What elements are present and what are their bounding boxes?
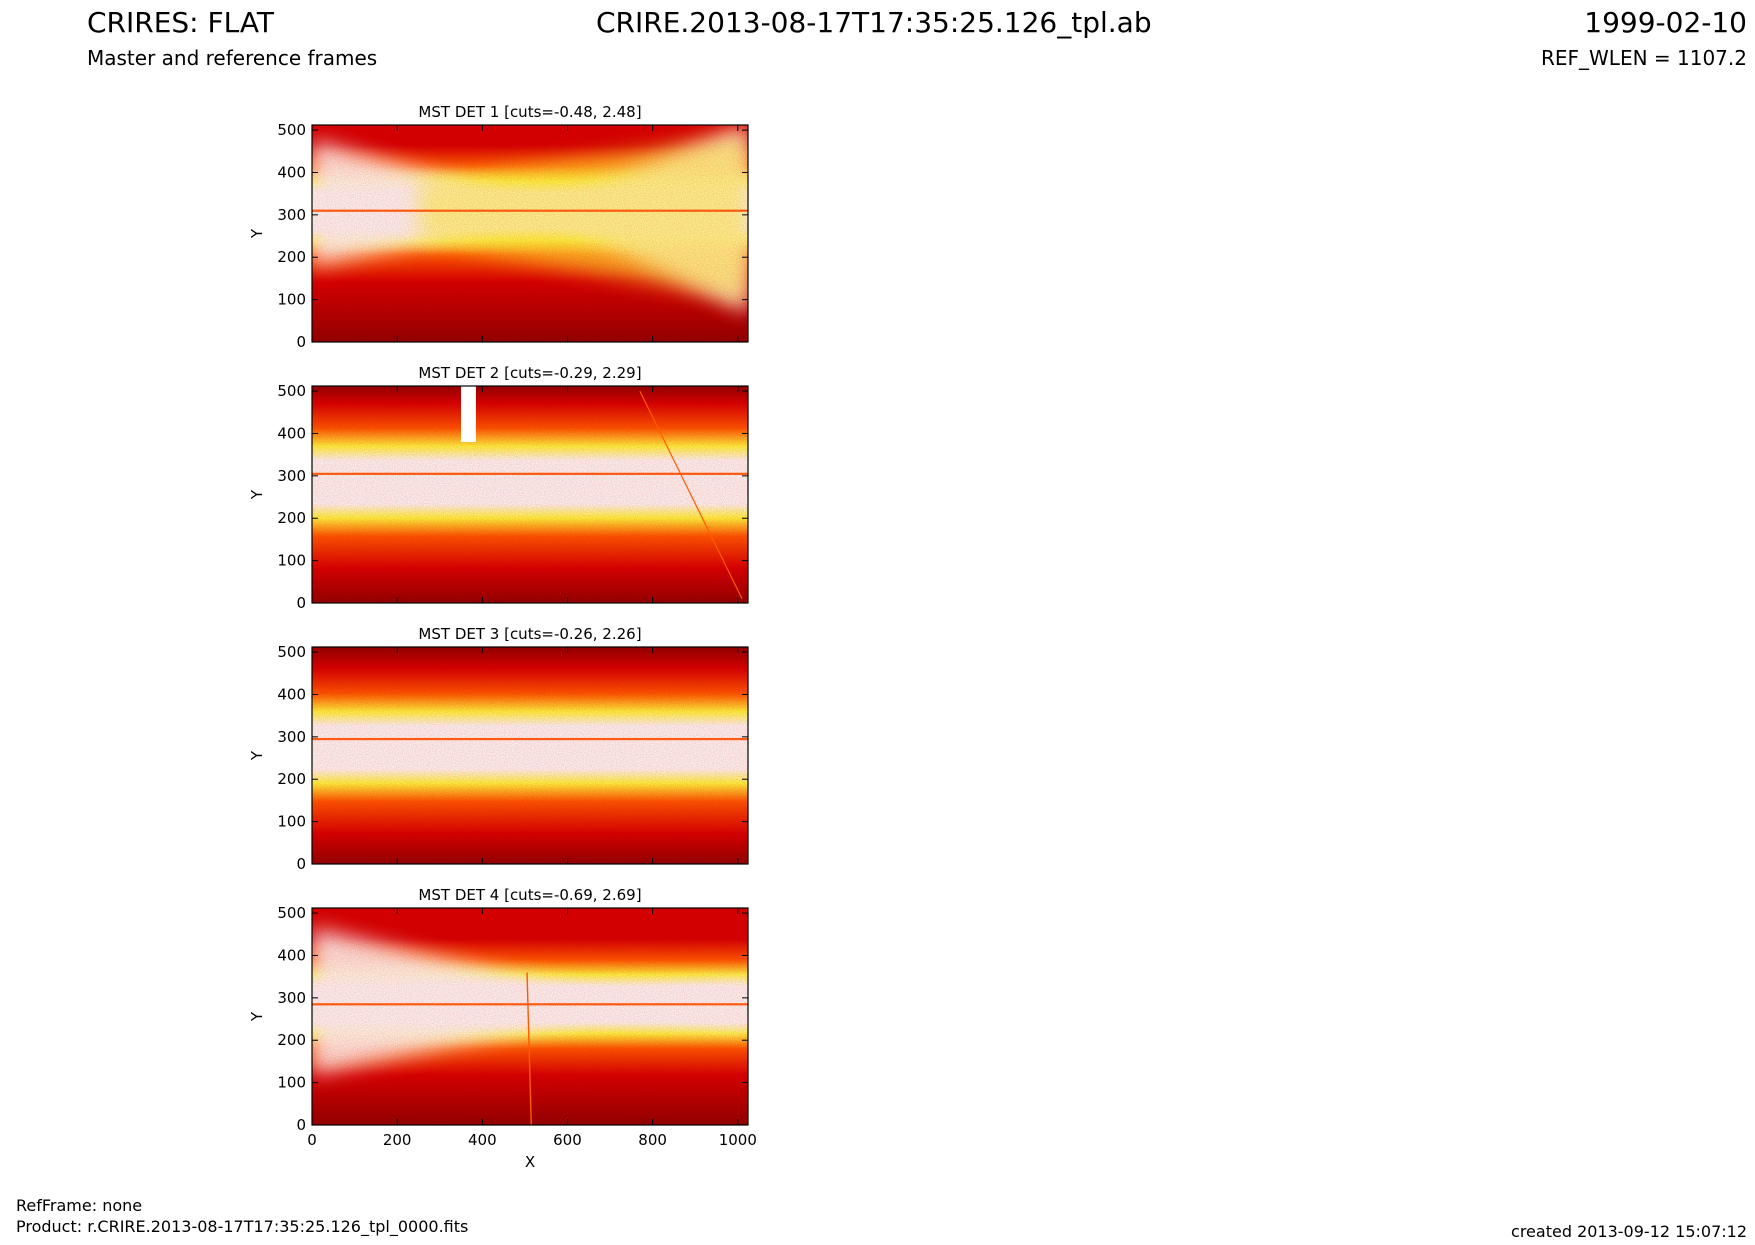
y-tick-label: 300 <box>277 989 306 1007</box>
y-tick-label: 300 <box>277 467 306 485</box>
y-axis-label: Y <box>248 228 266 239</box>
y-tick-label: 300 <box>277 206 306 224</box>
vertical-artifact <box>526 972 532 1125</box>
y-tick-label: 400 <box>277 946 306 964</box>
plot-frame <box>311 907 749 1126</box>
bad-row-streak <box>312 737 748 741</box>
y-tick-label: 0 <box>296 594 306 612</box>
panel-title-3: MST DET 3 [cuts=-0.26, 2.26] <box>418 625 641 643</box>
template-name: CRIRE.2013-08-17T17:35:25.126_tpl.ab <box>596 6 1152 39</box>
y-tick-label: 100 <box>277 291 306 309</box>
panel-title-2: MST DET 2 [cuts=-0.29, 2.29] <box>418 364 641 382</box>
x-tick-label: 0 <box>307 1131 317 1149</box>
refframe-label: RefFrame: none <box>16 1196 143 1215</box>
y-axis-label: Y <box>248 489 266 500</box>
saturated-column <box>461 386 476 442</box>
x-axis-label: X <box>525 1153 535 1171</box>
y-tick-label: 400 <box>277 685 306 703</box>
plot-frame <box>311 646 749 865</box>
y-tick-label: 500 <box>277 121 306 139</box>
y-tick-label: 100 <box>277 813 306 831</box>
heatmap-image-3 <box>312 647 748 864</box>
x-tick-label: 600 <box>553 1131 582 1149</box>
bad-row-streak <box>312 472 748 475</box>
figure-date: 1999-02-10 <box>1584 6 1747 39</box>
heatmap-image-4 <box>312 908 748 1125</box>
y-tick-label: 500 <box>277 382 306 400</box>
bad-row-streak <box>312 1003 748 1006</box>
y-tick-label: 400 <box>277 424 306 442</box>
y-tick-label: 0 <box>296 855 306 873</box>
y-tick-label: 200 <box>277 1031 306 1049</box>
reference-wavelength: REF_WLEN = 1107.2 <box>1540 46 1747 70</box>
figure-subtitle: Master and reference frames <box>87 46 378 70</box>
y-axis-label: Y <box>248 1011 266 1022</box>
x-tick-label: 200 <box>383 1131 412 1149</box>
x-tick-label: 1000 <box>719 1131 757 1149</box>
y-tick-label: 0 <box>296 1116 306 1134</box>
x-tick-label: 400 <box>468 1131 497 1149</box>
y-tick-label: 100 <box>277 1074 306 1092</box>
created-timestamp: created 2013-09-12 15:07:12 <box>1511 1222 1747 1241</box>
heatmap-image-1 <box>312 125 748 342</box>
y-tick-label: 200 <box>277 248 306 266</box>
bad-row-streak <box>312 209 748 212</box>
y-tick-label: 500 <box>277 904 306 922</box>
product-label: Product: r.CRIRE.2013-08-17T17:35:25.126… <box>16 1217 469 1236</box>
x-tick-label: 800 <box>638 1131 667 1149</box>
y-tick-label: 300 <box>277 728 306 746</box>
diagonal-artifact <box>639 390 743 600</box>
panel-title-4: MST DET 4 [cuts=-0.69, 2.69] <box>418 886 641 904</box>
y-tick-label: 500 <box>277 643 306 661</box>
figure-title: CRIRES: FLAT <box>87 6 274 39</box>
heatmap-image-2 <box>312 386 748 603</box>
y-tick-label: 400 <box>277 163 306 181</box>
y-tick-label: 100 <box>277 552 306 570</box>
y-axis-label: Y <box>248 750 266 761</box>
plot-frame <box>311 124 749 343</box>
plot-frame <box>311 385 749 604</box>
panel-title-1: MST DET 1 [cuts=-0.48, 2.48] <box>418 103 641 121</box>
y-tick-label: 200 <box>277 770 306 788</box>
y-tick-label: 200 <box>277 509 306 527</box>
y-tick-label: 0 <box>296 333 306 351</box>
